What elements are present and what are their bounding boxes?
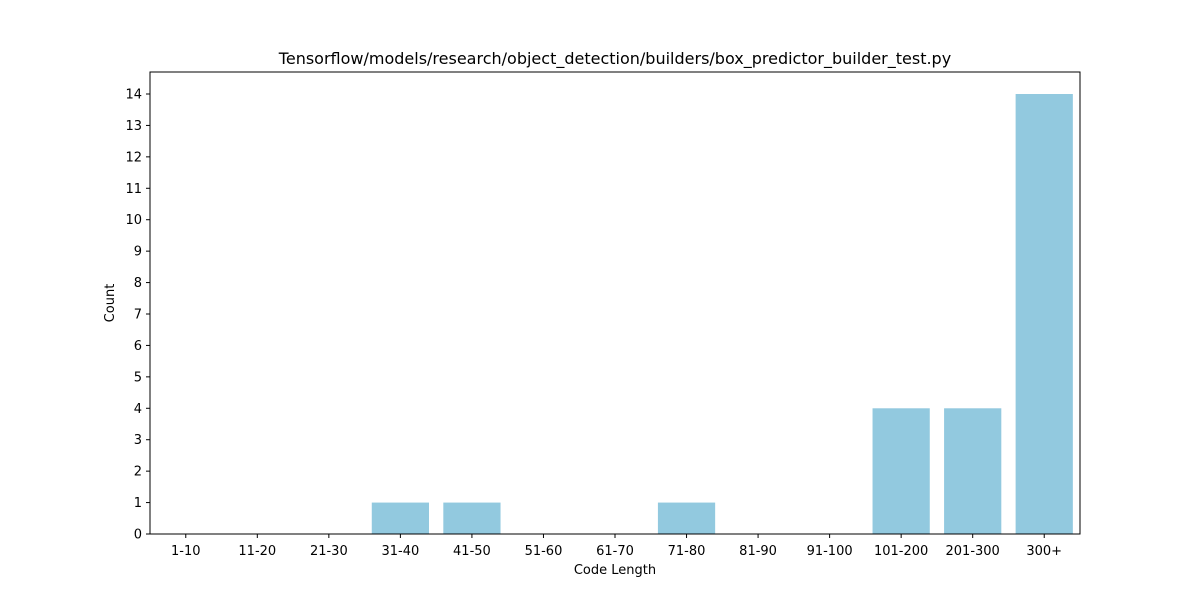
y-tick-label: 2 — [134, 465, 142, 480]
x-axis: 1-10 11-20 21-30 31-40 41-50 51-60 61-70 71-80 8… — [171, 534, 1062, 559]
x-axis-label: Code Length — [574, 563, 656, 578]
x-tick-label: 21-30 — [310, 544, 348, 559]
bar-31-40 — [372, 503, 429, 534]
y-tick-label: 0 — [134, 528, 142, 543]
y-tick-label: 12 — [125, 150, 142, 165]
x-tick-label: 300+ — [1026, 544, 1062, 559]
y-tick-label: 11 — [125, 182, 142, 197]
y-tick-label: 8 — [134, 276, 142, 291]
x-tick-label: 51-60 — [525, 544, 563, 559]
x-tick-label: 41-50 — [453, 544, 491, 559]
x-tick-label: 11-20 — [238, 544, 276, 559]
bar-300+ — [1016, 94, 1073, 534]
y-tick-label: 4 — [134, 402, 142, 417]
y-tick-label: 7 — [134, 308, 142, 323]
x-tick-label: 91-100 — [807, 544, 853, 559]
bar-71-80 — [658, 503, 715, 534]
x-tick-label: 61-70 — [596, 544, 634, 559]
y-tick-label: 10 — [125, 213, 142, 228]
x-tick-label: 101-200 — [874, 544, 928, 559]
y-tick-label: 3 — [134, 433, 142, 448]
y-tick-label: 13 — [125, 119, 142, 134]
y-tick-label: 14 — [125, 88, 142, 103]
x-tick-label: 81-90 — [739, 544, 777, 559]
y-axis-label: Count — [103, 284, 118, 323]
y-tick-label: 5 — [134, 370, 142, 385]
x-tick-label: 1-10 — [171, 544, 201, 559]
y-tick-label: 6 — [134, 339, 142, 354]
y-tick-label: 9 — [134, 245, 142, 260]
bar-101-200 — [873, 408, 930, 534]
x-tick-label: 71-80 — [668, 544, 706, 559]
x-tick-label: 31-40 — [381, 544, 419, 559]
bar-201-300 — [944, 408, 1001, 534]
chart-title: Tensorflow/models/research/object_detect… — [278, 49, 951, 69]
bar-41-50 — [443, 503, 500, 534]
plot-frame — [150, 72, 1080, 534]
bars-group — [372, 94, 1073, 534]
x-tick-label: 201-300 — [946, 544, 1000, 559]
y-tick-label: 1 — [134, 496, 142, 511]
